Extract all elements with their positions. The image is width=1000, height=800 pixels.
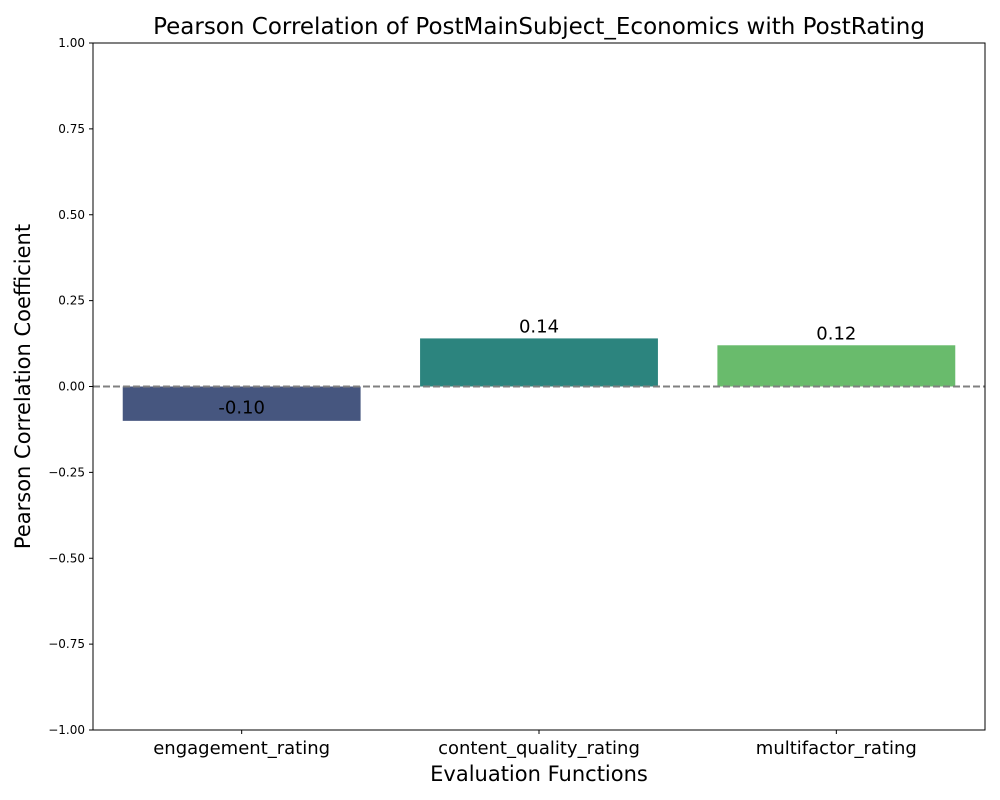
x-tick-label: content_quality_rating	[438, 738, 640, 759]
y-tick-label: −0.25	[48, 465, 85, 479]
y-tick-label: −1.00	[48, 723, 85, 737]
data-label: 0.14	[519, 316, 559, 337]
y-axis: 1.00 0.75 0.50 0.25 0.00 −0.25 −0.50 −0.75 −1.00	[48, 36, 93, 737]
y-tick-label: −0.50	[48, 551, 85, 565]
bar-engagement_rating	[122, 386, 361, 421]
x-axis: engagement_rating content_quality_rating m…	[153, 730, 917, 759]
x-axis-title: Evaluation Functions	[430, 762, 648, 786]
y-tick-label: 0.00	[58, 380, 85, 394]
y-tick-label: −0.75	[48, 637, 85, 651]
y-tick-label: 1.00	[58, 36, 85, 50]
y-tick-label: 0.75	[58, 122, 85, 136]
plot-area: -0.10 0.14 0.12	[92, 42, 986, 731]
y-tick-label: 0.50	[58, 208, 85, 222]
x-tick-label: multifactor_rating	[756, 738, 917, 759]
bar-multifactor_rating	[717, 345, 956, 387]
x-tick-label: engagement_rating	[153, 738, 330, 759]
y-axis-title: Pearson Correlation Coefficient	[11, 224, 35, 549]
data-label: -0.10	[218, 398, 265, 419]
bar-content_quality_rating	[420, 338, 658, 387]
data-label: 0.12	[816, 323, 856, 344]
chart-title: Pearson Correlation of PostMainSubject_E…	[153, 14, 925, 40]
y-tick-label: 0.25	[58, 294, 85, 308]
